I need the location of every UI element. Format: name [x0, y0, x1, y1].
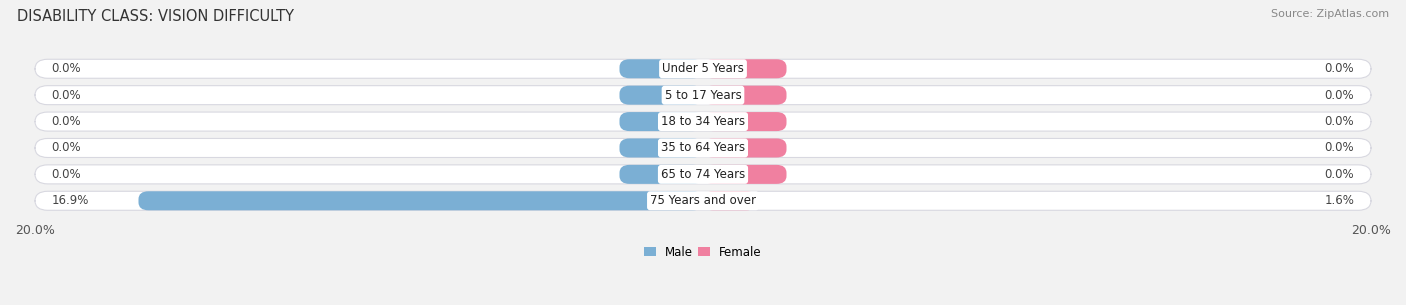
Text: DISABILITY CLASS: VISION DIFFICULTY: DISABILITY CLASS: VISION DIFFICULTY — [17, 9, 294, 24]
FancyBboxPatch shape — [35, 59, 1371, 78]
FancyBboxPatch shape — [35, 112, 1371, 131]
FancyBboxPatch shape — [703, 112, 786, 131]
Text: 18 to 34 Years: 18 to 34 Years — [661, 115, 745, 128]
FancyBboxPatch shape — [703, 191, 756, 210]
FancyBboxPatch shape — [620, 138, 703, 157]
Text: Source: ZipAtlas.com: Source: ZipAtlas.com — [1271, 9, 1389, 19]
Text: 75 Years and over: 75 Years and over — [650, 194, 756, 207]
Text: 5 to 17 Years: 5 to 17 Years — [665, 89, 741, 102]
FancyBboxPatch shape — [35, 191, 1371, 210]
Text: Under 5 Years: Under 5 Years — [662, 62, 744, 75]
FancyBboxPatch shape — [35, 165, 1371, 184]
Text: 0.0%: 0.0% — [1324, 62, 1354, 75]
Text: 0.0%: 0.0% — [52, 142, 82, 154]
Text: 0.0%: 0.0% — [52, 168, 82, 181]
Text: 16.9%: 16.9% — [52, 194, 89, 207]
Text: 0.0%: 0.0% — [52, 89, 82, 102]
Text: 0.0%: 0.0% — [1324, 142, 1354, 154]
FancyBboxPatch shape — [703, 86, 786, 105]
Legend: Male, Female: Male, Female — [644, 246, 762, 259]
Text: 65 to 74 Years: 65 to 74 Years — [661, 168, 745, 181]
Text: 1.6%: 1.6% — [1324, 194, 1354, 207]
FancyBboxPatch shape — [703, 165, 786, 184]
FancyBboxPatch shape — [620, 86, 703, 105]
FancyBboxPatch shape — [138, 191, 703, 210]
Text: 0.0%: 0.0% — [1324, 89, 1354, 102]
FancyBboxPatch shape — [703, 59, 786, 78]
FancyBboxPatch shape — [620, 59, 703, 78]
FancyBboxPatch shape — [35, 138, 1371, 157]
FancyBboxPatch shape — [703, 138, 786, 157]
FancyBboxPatch shape — [620, 112, 703, 131]
Text: 0.0%: 0.0% — [1324, 115, 1354, 128]
Text: 0.0%: 0.0% — [1324, 168, 1354, 181]
Text: 35 to 64 Years: 35 to 64 Years — [661, 142, 745, 154]
FancyBboxPatch shape — [35, 86, 1371, 105]
Text: 0.0%: 0.0% — [52, 62, 82, 75]
Text: 0.0%: 0.0% — [52, 115, 82, 128]
FancyBboxPatch shape — [620, 165, 703, 184]
